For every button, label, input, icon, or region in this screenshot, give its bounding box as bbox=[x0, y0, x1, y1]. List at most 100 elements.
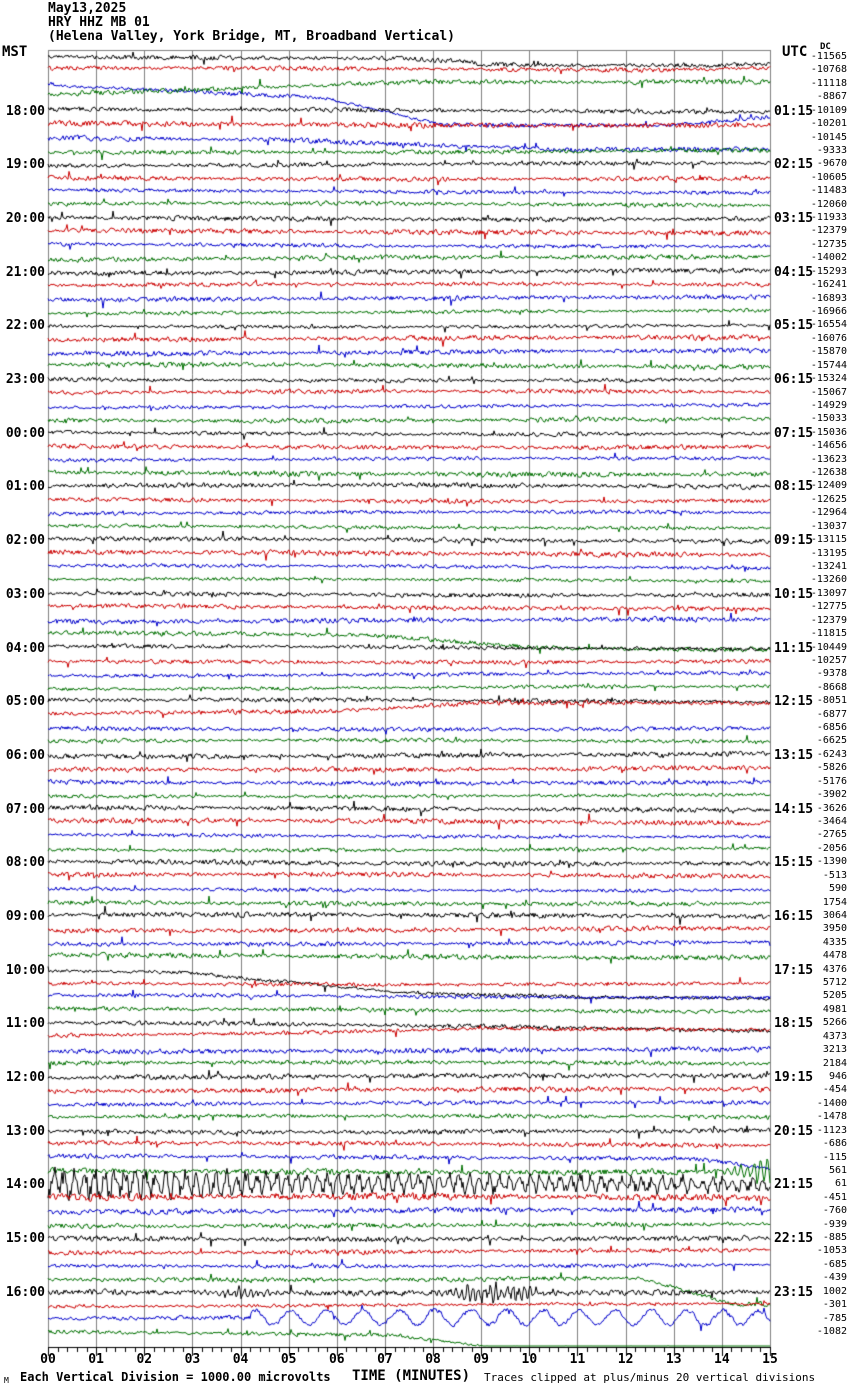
dc-offset-value: -8867 bbox=[816, 91, 847, 103]
dc-column-header: DC bbox=[820, 42, 831, 52]
dc-offset-value: 590 bbox=[828, 883, 847, 895]
dc-offset-value: -10109 bbox=[810, 104, 847, 116]
mst-hour-label: 15:00 bbox=[5, 1231, 45, 1247]
x-tick-label: 10 bbox=[521, 1352, 538, 1367]
dc-offset-value: -16554 bbox=[810, 319, 847, 331]
dc-offset-value: -14656 bbox=[810, 440, 847, 452]
dc-offset-value: -785 bbox=[822, 1312, 847, 1324]
utc-hour-label: 17:15 bbox=[774, 962, 814, 978]
dc-offset-value: -1478 bbox=[816, 1111, 847, 1123]
dc-offset-value: -12625 bbox=[810, 493, 847, 505]
dc-offset-value: -12379 bbox=[810, 614, 847, 626]
dc-offset-value: -13241 bbox=[810, 561, 847, 572]
mst-hour-label: 01:00 bbox=[5, 479, 45, 495]
dc-offset-value: -8668 bbox=[816, 681, 847, 693]
utc-hour-label: 13:15 bbox=[774, 747, 814, 763]
x-tick-label: 08 bbox=[425, 1352, 441, 1367]
dc-offset-value: -15870 bbox=[810, 346, 847, 358]
dc-offset-value: 4376 bbox=[822, 963, 847, 975]
mst-hour-label: 08:00 bbox=[5, 855, 45, 871]
dc-offset-value: 3213 bbox=[822, 1044, 847, 1056]
dc-offset-value: -13115 bbox=[810, 534, 847, 546]
mst-hour-label: 16:00 bbox=[5, 1284, 45, 1300]
dc-offset-value: -12409 bbox=[810, 480, 847, 492]
dc-offset-value: -14929 bbox=[810, 399, 847, 411]
utc-hour-label: 07:15 bbox=[774, 425, 814, 441]
dc-offset-value: -10449 bbox=[810, 641, 847, 653]
x-tick-label: 01 bbox=[88, 1352, 104, 1367]
scale-note: Each Vertical Division = 1000.00 microvo… bbox=[20, 1370, 331, 1384]
x-axis-title: TIME (MINUTES) bbox=[352, 1368, 471, 1384]
dc-offset-value: -885 bbox=[822, 1232, 847, 1244]
utc-hour-label: 22:15 bbox=[774, 1231, 814, 1247]
x-tick-label: 11 bbox=[569, 1352, 586, 1367]
dc-offset-value: -9670 bbox=[816, 158, 847, 170]
mst-hour-label: 03:00 bbox=[5, 586, 45, 602]
utc-hour-label: 14:15 bbox=[774, 801, 814, 817]
dc-offset-value: 5712 bbox=[822, 977, 847, 989]
mst-hour-label: 14:00 bbox=[5, 1177, 45, 1193]
dc-offset-value: 4981 bbox=[822, 1003, 847, 1015]
dc-offset-value: -16076 bbox=[810, 332, 847, 344]
dc-offset-value: -12638 bbox=[810, 467, 847, 479]
dc-offset-value: -439 bbox=[822, 1272, 847, 1284]
utc-hour-label: 06:15 bbox=[774, 372, 814, 388]
dc-offset-value: 946 bbox=[828, 1071, 847, 1082]
mst-hour-label: 22:00 bbox=[5, 318, 45, 334]
utc-hour-label: 20:15 bbox=[774, 1123, 814, 1139]
dc-offset-value: -10201 bbox=[810, 118, 847, 130]
dc-offset-value: -11118 bbox=[810, 77, 847, 89]
dc-offset-value: -13097 bbox=[810, 587, 847, 599]
dc-offset-value: -301 bbox=[822, 1299, 847, 1311]
dc-offset-value: -6625 bbox=[816, 735, 847, 747]
dc-offset-value: -10605 bbox=[810, 171, 847, 183]
x-tick-label: 12 bbox=[617, 1352, 634, 1367]
utc-hour-label: 04:15 bbox=[774, 264, 814, 280]
utc-hour-label: 10:15 bbox=[774, 586, 814, 602]
utc-hour-label: 05:15 bbox=[774, 318, 814, 334]
dc-offset-value: 3950 bbox=[822, 923, 847, 935]
mst-hour-label: 09:00 bbox=[5, 908, 45, 924]
mst-hour-label: 19:00 bbox=[5, 157, 45, 173]
dc-offset-value: -13195 bbox=[810, 547, 847, 559]
utc-axis-header: UTC bbox=[782, 44, 808, 60]
dc-offset-value: -760 bbox=[822, 1205, 847, 1217]
dc-offset-value: -13260 bbox=[810, 574, 847, 586]
dc-offset-value: -9333 bbox=[816, 144, 847, 156]
dc-offset-value: -2056 bbox=[816, 842, 847, 854]
dc-offset-value: -513 bbox=[822, 869, 847, 881]
x-tick-label: 09 bbox=[473, 1352, 490, 1367]
dc-offset-value: -11565 bbox=[810, 51, 847, 62]
dc-offset-value: -454 bbox=[822, 1084, 847, 1096]
utc-hour-label: 02:15 bbox=[774, 157, 814, 173]
dc-offset-value: 1754 bbox=[822, 896, 847, 908]
dc-offset-value: -451 bbox=[822, 1191, 847, 1203]
dc-offset-value: -14002 bbox=[810, 252, 847, 264]
mst-hour-label: 20:00 bbox=[5, 211, 45, 227]
x-tick-label: 06 bbox=[328, 1352, 345, 1367]
dc-offset-value: -1400 bbox=[816, 1097, 847, 1109]
dc-offset-value: -2765 bbox=[816, 829, 847, 841]
dc-offset-value: -1053 bbox=[816, 1245, 847, 1257]
clip-note: Traces clipped at plus/minus 20 vertical… bbox=[484, 1371, 816, 1384]
dc-offset-value: 61 bbox=[834, 1178, 847, 1190]
utc-hour-label: 12:15 bbox=[774, 694, 814, 710]
dc-offset-value: -6856 bbox=[816, 722, 847, 734]
dc-offset-value: -3902 bbox=[816, 789, 847, 801]
dc-offset-value: -686 bbox=[822, 1138, 847, 1150]
dc-offset-value: -11815 bbox=[810, 628, 847, 640]
dc-offset-value: 561 bbox=[828, 1164, 847, 1176]
dc-offset-value: 5266 bbox=[822, 1017, 847, 1029]
utc-hour-label: 08:15 bbox=[774, 479, 814, 495]
dc-offset-value: -12379 bbox=[810, 225, 847, 237]
mst-hour-label: 00:00 bbox=[5, 425, 45, 441]
dc-offset-value: -13623 bbox=[810, 453, 847, 465]
dc-offset-value: -12060 bbox=[810, 198, 847, 210]
dc-offset-value: -15293 bbox=[810, 265, 847, 277]
dc-offset-value: -3626 bbox=[816, 802, 847, 814]
dc-offset-value: -10768 bbox=[810, 64, 847, 76]
mst-hour-label: 18:00 bbox=[5, 103, 45, 119]
dc-offset-value: -12964 bbox=[810, 507, 847, 519]
